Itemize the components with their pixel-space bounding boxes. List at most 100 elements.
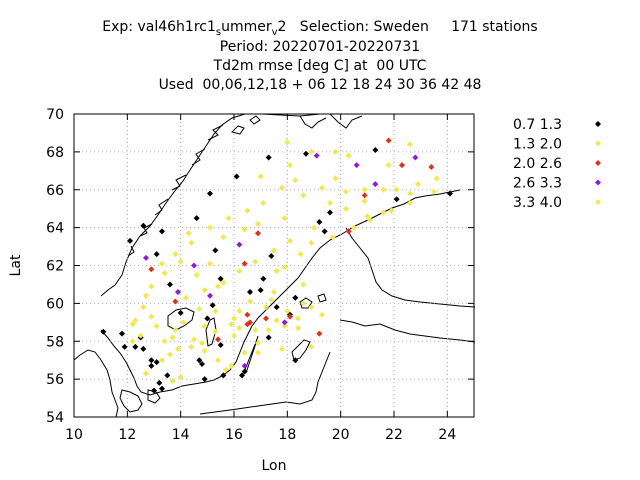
data-point-series-2 <box>351 224 357 231</box>
data-point-series-2 <box>332 175 339 182</box>
data-point-series-2 <box>212 307 219 314</box>
data-point-series-2 <box>319 184 325 191</box>
title-subscript-v: v <box>271 27 278 38</box>
data-point-series-1 <box>164 372 171 379</box>
title-subscript-s: s <box>215 27 222 38</box>
data-point-series-2 <box>143 370 149 377</box>
data-point-series-3 <box>287 313 293 320</box>
data-point-series-2 <box>188 343 195 350</box>
grid <box>74 114 474 417</box>
data-point-series-5 <box>199 340 205 347</box>
data-point-series-2 <box>137 332 144 339</box>
data-point-series-5 <box>236 324 243 331</box>
data-point-series-2 <box>281 264 288 271</box>
chart-title-line-2: Period: 20220701-20220731 <box>219 39 421 55</box>
data-point-series-5 <box>169 334 176 341</box>
data-point-series-5 <box>364 213 371 220</box>
data-point-series-1 <box>257 287 264 294</box>
data-point-series-2 <box>345 152 352 159</box>
legend-label-series-1: 0.7 1.3 <box>513 117 562 133</box>
x-tick-label: 12 <box>118 427 136 443</box>
data-point-series-2 <box>284 139 291 146</box>
data-point-series-2 <box>207 224 213 231</box>
data-point-series-2 <box>153 323 160 330</box>
data-point-series-2 <box>231 332 237 339</box>
data-point-series-3 <box>148 266 155 273</box>
data-point-series-1 <box>196 357 203 364</box>
data-point-series-1 <box>393 196 400 203</box>
data-point-series-2 <box>284 307 291 314</box>
data-point-series-2 <box>361 198 368 205</box>
data-point-series-2 <box>231 315 237 322</box>
y-tick-label: 70 <box>46 107 64 123</box>
data-point-series-2 <box>172 326 179 333</box>
data-point-series-2 <box>271 247 277 254</box>
data-point-series-2 <box>308 239 315 246</box>
data-point-series-1 <box>153 359 160 366</box>
data-point-series-2 <box>361 186 368 193</box>
coastline-west-norway <box>100 113 246 297</box>
data-point-series-1 <box>321 228 328 235</box>
data-point-series-1 <box>220 372 227 379</box>
data-point-series-2 <box>140 304 147 311</box>
x-tick-label: 10 <box>65 427 83 443</box>
data-point-series-3 <box>172 298 179 305</box>
data-point-series-2 <box>207 260 213 267</box>
data-point-series-1 <box>372 146 379 153</box>
data-point-series-2 <box>255 340 261 347</box>
legend-marker-series-5 <box>595 199 601 205</box>
data-point-series-2 <box>191 336 197 343</box>
coastline-north-norway <box>245 113 363 129</box>
data-point-series-2 <box>273 317 280 324</box>
data-point-series-1 <box>119 330 125 337</box>
legend-marker-series-1 <box>595 121 601 127</box>
data-point-series-2 <box>415 181 421 188</box>
data-point-series-1 <box>217 275 224 282</box>
data-point-series-1 <box>140 222 147 229</box>
data-point-series-3 <box>255 230 261 237</box>
legend: 0.7 1.3 1.3 2.0 2.0 2.6 2.6 3.3 3.3 4.0 <box>513 117 601 211</box>
coastline-estonia <box>339 319 476 343</box>
data-point-series-3 <box>345 228 352 235</box>
data-point-series-2 <box>380 209 387 216</box>
data-point-series-1 <box>201 376 208 383</box>
data-point-series-2 <box>188 239 195 246</box>
data-point-series-2 <box>268 296 275 303</box>
axes: 10 12 14 16 18 20 22 24 54 56 58 60 62 64 66 68 70 Lon Lat <box>8 107 475 474</box>
data-point-series-2 <box>380 186 387 193</box>
legend-label-series-3: 2.0 2.6 <box>513 156 562 172</box>
data-point-series-2 <box>279 184 285 191</box>
data-point-series-2 <box>148 283 155 290</box>
data-point-series-4 <box>175 289 181 296</box>
data-point-series-2 <box>201 347 208 354</box>
coastline-baltic-south <box>199 351 331 415</box>
data-point-series-2 <box>407 141 413 148</box>
data-point-series-1 <box>327 209 333 216</box>
data-point-series-2 <box>196 306 203 313</box>
data-point-series-2 <box>241 349 248 356</box>
data-point-series-1 <box>100 328 107 335</box>
data-point-series-2 <box>300 300 307 307</box>
data-point-series-1 <box>204 315 211 322</box>
data-point-series-2 <box>247 298 253 305</box>
y-tick-label: 56 <box>46 372 64 388</box>
data-point-series-4 <box>281 319 288 326</box>
data-point-series-1 <box>148 357 155 364</box>
y-tick-label: 62 <box>46 259 64 275</box>
data-point-series-3 <box>241 260 248 267</box>
archipelago-aland <box>299 293 327 309</box>
data-point-series-1 <box>217 342 224 349</box>
data-point-series-2 <box>183 294 189 301</box>
island-oland <box>242 335 259 374</box>
data-point-series-1 <box>127 237 133 244</box>
data-point-series-2 <box>161 338 168 345</box>
data-point-series-5 <box>175 345 181 352</box>
data-point-series-2 <box>255 220 261 227</box>
data-point-series-2 <box>148 313 155 320</box>
y-axis-label: Lat <box>8 254 24 276</box>
chart-title-line-1: Exp: val46h1rc1summerv2 Selection: Swede… <box>0 18 640 38</box>
data-point-series-2 <box>367 217 373 224</box>
data-point-series-1 <box>177 309 184 316</box>
coastline-finland <box>345 227 476 308</box>
data-point-series-5 <box>255 349 261 356</box>
